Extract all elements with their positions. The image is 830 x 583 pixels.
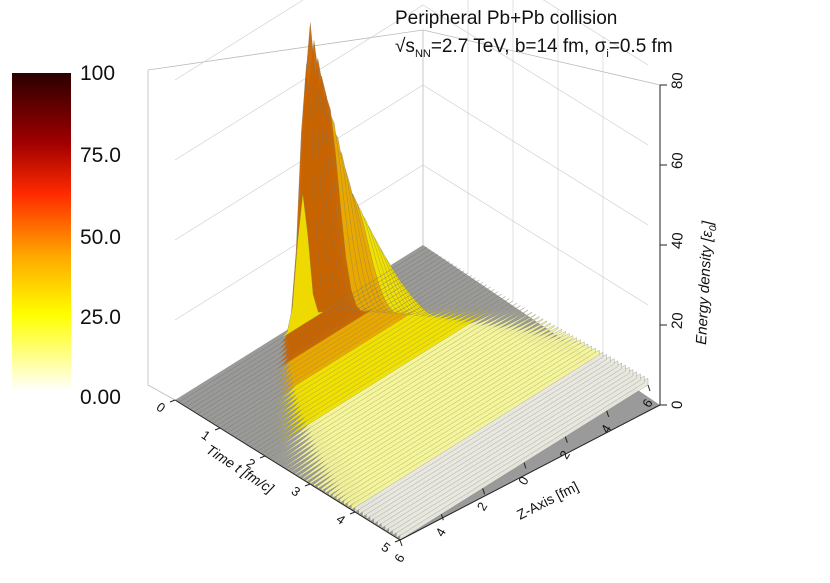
z-tick [606, 410, 610, 417]
surface-slice [178, 193, 427, 403]
colorbar-tick-label: 50.0 [80, 226, 121, 249]
time-tick-label: 0 [154, 399, 169, 415]
time-tick [214, 427, 221, 431]
time-tick [394, 539, 401, 543]
time-tick [349, 511, 356, 515]
chart-subtitle: √sNN=2.7 TeV, b=14 fm, σi=0.5 fm [395, 36, 673, 60]
z-tick [564, 436, 568, 443]
z-tick [647, 384, 651, 392]
grid-lines [174, 0, 649, 357]
energy-tick-label: 0 [669, 400, 686, 409]
energy-tick-label: 80 [669, 72, 687, 90]
colorbar-tick-label: 0.00 [80, 386, 121, 409]
z-tick [523, 462, 527, 469]
z-tick [482, 488, 486, 495]
colorbar-tick-label: 100 [80, 62, 116, 85]
energy-tick-label: 20 [669, 312, 687, 330]
sqrt-symbol: √s [395, 36, 415, 57]
z-tick-label: 4 [432, 525, 449, 539]
z-axis-line [399, 404, 661, 541]
energy-tick-label: 40 [669, 232, 687, 250]
energy-axis-title: Energy density [ε0] [693, 220, 719, 346]
z-tick [440, 514, 444, 521]
back-left-edge [147, 70, 176, 401]
energy-tick-label: 60 [669, 152, 687, 170]
time-tick [259, 455, 266, 459]
time-tick [169, 399, 176, 403]
axes-box [147, 29, 661, 401]
time-tick-label: 3 [289, 483, 304, 499]
z-tick-label: 6 [391, 551, 408, 565]
colorbar-tick-label: 75.0 [80, 144, 121, 167]
chart-title: Peripheral Pb+Pb collision [395, 8, 618, 29]
time-tick-label: 4 [334, 511, 349, 527]
z-tick [399, 539, 403, 547]
energy-density-surface [178, 22, 649, 541]
grid-line [174, 84, 649, 241]
time-tick-label: 5 [379, 539, 394, 555]
time-tick [304, 483, 311, 487]
z-tick-label: 2 [474, 500, 491, 514]
time-axis-line [174, 399, 401, 541]
grid-line [174, 164, 649, 321]
grid-line [174, 4, 649, 161]
colorbar [12, 73, 71, 391]
colorbar-tick-label: 25.0 [80, 306, 121, 329]
grid-line [174, 0, 649, 81]
